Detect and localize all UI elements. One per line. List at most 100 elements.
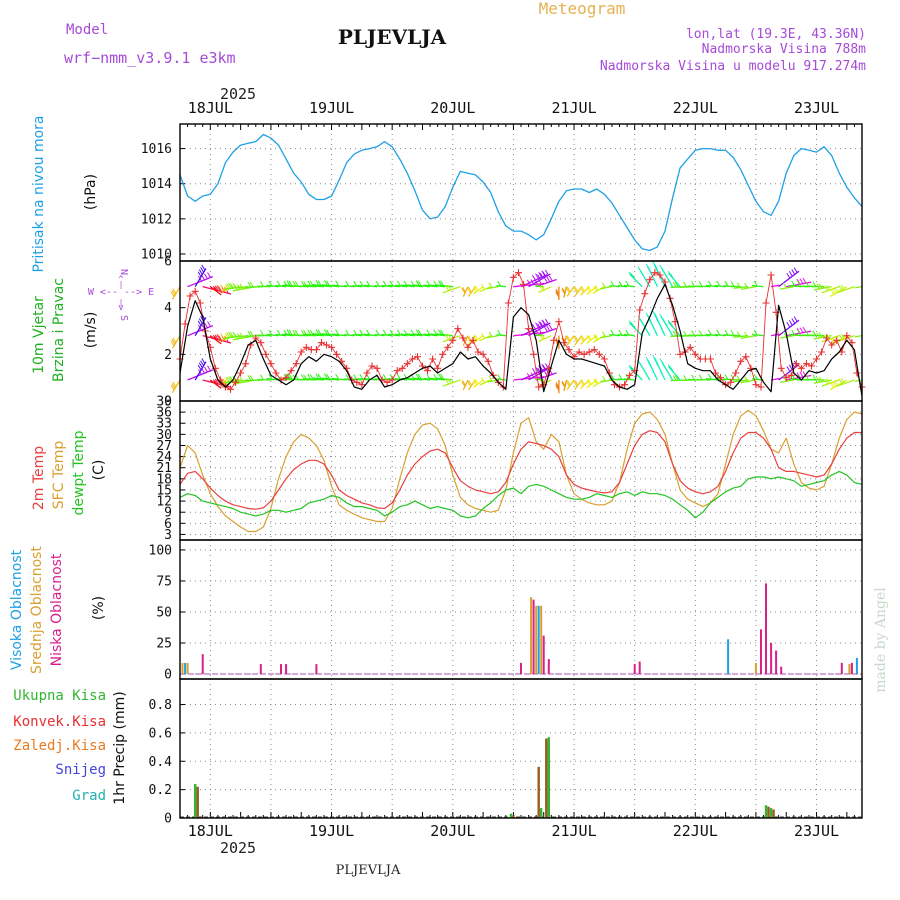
wind-barb <box>753 374 758 380</box>
wind-barb <box>276 280 281 287</box>
wind-barb <box>212 379 217 385</box>
wind-barb <box>645 263 650 270</box>
wind-barb <box>838 378 843 385</box>
total-precip-bar <box>547 737 550 818</box>
wind-barb <box>602 375 606 382</box>
gust-marker <box>752 381 760 389</box>
wind-barb <box>323 373 328 380</box>
wind-vector <box>257 378 271 381</box>
wind-vector <box>275 333 287 337</box>
gust-marker <box>323 341 331 349</box>
wind-barb <box>438 373 442 380</box>
precip-legend-item: Ukupna Kisa <box>13 688 106 704</box>
wind-barb <box>417 373 422 380</box>
wind-barb <box>724 280 729 287</box>
meteogram-label: Meteogram <box>539 0 626 18</box>
wind-vector <box>406 284 423 288</box>
wind-barb <box>799 327 804 333</box>
low-cloud-bar <box>760 629 762 675</box>
wind-barb <box>228 332 233 338</box>
wind-barb <box>561 382 566 388</box>
wind-barb <box>667 364 672 370</box>
wind-barb <box>345 329 350 336</box>
wind-barb <box>315 373 320 379</box>
wind-barb <box>323 280 328 286</box>
altitude-label: Nadmorska Visina 788m <box>702 42 867 57</box>
wind-vector <box>705 333 719 337</box>
wind-barb <box>793 316 798 322</box>
wind-barb <box>548 275 553 282</box>
wind-vector <box>600 379 613 383</box>
mid-cloud-bar <box>848 664 851 674</box>
precip-legend-item: Zaledj.Kisa <box>13 738 106 754</box>
gust-marker <box>595 350 603 358</box>
gust-marker <box>186 292 194 300</box>
gust-marker <box>211 364 219 372</box>
wind-barb <box>566 379 571 386</box>
wind-vector <box>194 268 207 287</box>
x-day-label-top: 23JUL <box>794 99 839 117</box>
wind-barb <box>396 280 401 287</box>
wind-barb <box>359 329 364 336</box>
wind-barb <box>535 273 540 279</box>
gust-marker <box>580 350 588 358</box>
wind-barb <box>353 329 358 336</box>
dewpt-line <box>179 470 863 519</box>
gust-marker <box>813 355 821 363</box>
gust-marker <box>312 346 320 354</box>
y-tick-label: 1014 <box>141 177 172 192</box>
temp-axis-title-1: 2m Temp <box>31 446 47 510</box>
wind-barb <box>824 285 829 292</box>
wind-barb <box>587 285 592 292</box>
wind-vector <box>225 379 249 383</box>
wind-barb <box>537 274 542 280</box>
gust-marker <box>444 343 452 351</box>
wind-barb <box>474 285 479 291</box>
wind-vector <box>813 379 832 384</box>
wind-vector <box>194 317 207 336</box>
wind-barb <box>542 364 547 371</box>
wind-barb <box>691 330 696 336</box>
low-cloud-bar <box>201 654 204 675</box>
y-tick-label: 9 <box>164 506 172 521</box>
y-tick-label: 39 <box>156 395 172 410</box>
gust-marker <box>848 339 856 347</box>
wind-barb <box>382 374 387 380</box>
gust-marker <box>287 367 295 375</box>
low-cloud-bar <box>770 643 773 674</box>
wind-vector <box>473 335 484 344</box>
wind-barb <box>830 289 835 295</box>
gust-marker <box>727 378 735 386</box>
wind-vector <box>538 335 552 343</box>
wind-barb <box>672 281 677 288</box>
wind-barb <box>259 330 264 336</box>
gust-marker <box>711 369 719 377</box>
low-cloud-bar <box>765 583 767 674</box>
wind-barb <box>198 269 203 275</box>
wind-barb <box>555 290 560 296</box>
x-day-label-bottom: 19JUL <box>309 822 354 840</box>
wind-barb <box>323 329 328 335</box>
wind-vector <box>187 324 214 337</box>
gust-marker <box>242 360 250 368</box>
wind-vector <box>171 379 181 394</box>
wind-barb <box>375 329 380 336</box>
wind-barb <box>716 280 721 287</box>
wind-barb <box>249 375 254 381</box>
low-cloud-bar <box>840 662 843 675</box>
wind-barb <box>214 378 219 385</box>
model-label: Model <box>66 22 108 38</box>
wind-barb <box>212 334 217 341</box>
wind-vector <box>387 378 400 381</box>
wind-barb <box>259 374 264 380</box>
wind-vector <box>779 286 794 290</box>
wind-vector <box>275 284 287 288</box>
wind-barb <box>461 380 466 386</box>
model-value: wrf−nmm_v3.9.1 e3km <box>64 49 236 67</box>
wind-barb <box>294 330 299 336</box>
wind-barb <box>698 374 703 380</box>
wind-barb <box>204 273 208 279</box>
gust-marker <box>363 369 371 377</box>
gust-marker <box>565 346 573 354</box>
gust-marker <box>333 350 341 358</box>
